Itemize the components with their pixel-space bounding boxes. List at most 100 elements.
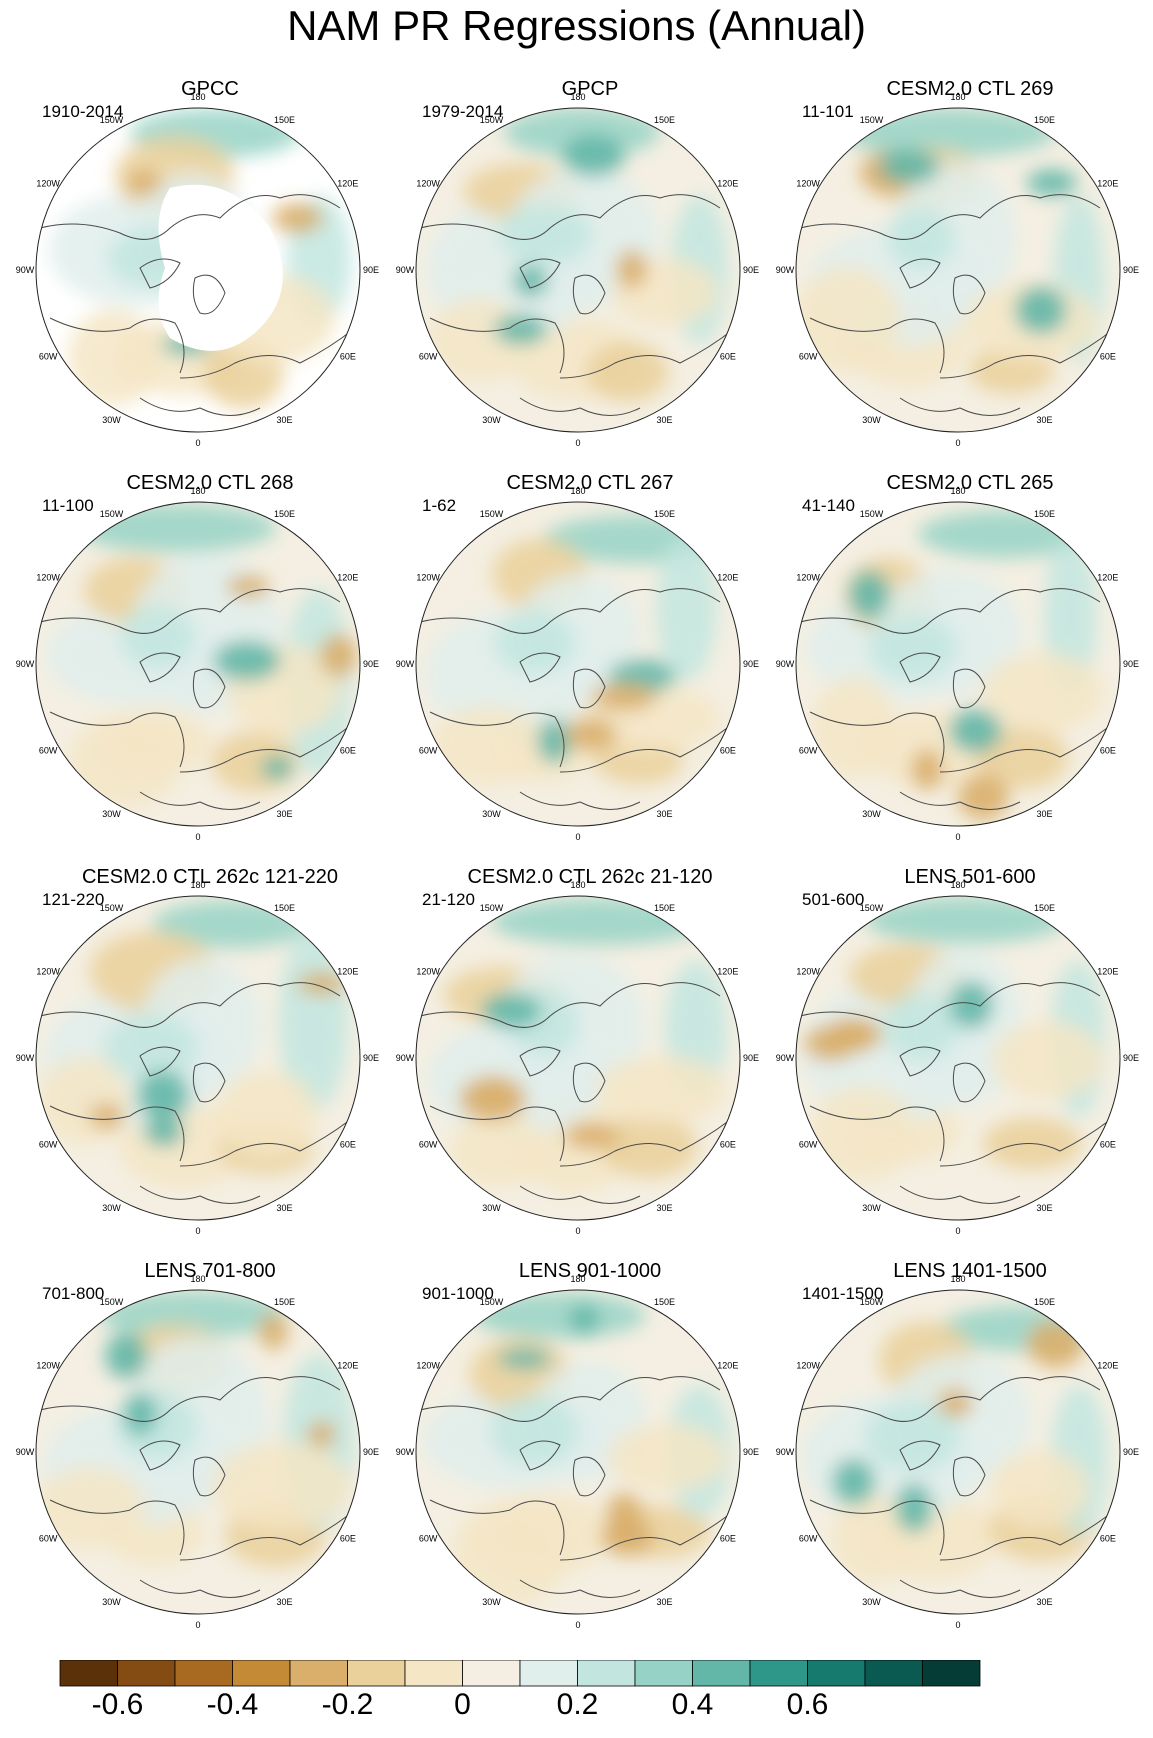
longitude-label: 60W <box>799 1534 818 1544</box>
longitude-label: 0 <box>575 1226 580 1236</box>
longitude-label: 120W <box>796 573 820 583</box>
longitude-label: 30E <box>656 809 672 819</box>
longitude-label: 180 <box>950 1274 965 1284</box>
longitude-label: 0 <box>955 438 960 448</box>
panel-title: CESM2.0 CTL 267 <box>506 472 674 494</box>
longitude-label: 150W <box>480 115 504 125</box>
longitude-label: 60E <box>340 746 356 756</box>
longitude-label: 30W <box>482 809 501 819</box>
longitude-label: 90E <box>363 265 379 275</box>
panel-title: CESM2.0 CTL 268 <box>126 472 294 494</box>
map-panel: CESM2.0 CTL 262c 121-220 121-220 180 150E 12… <box>16 866 400 1261</box>
longitude-label: 180 <box>570 486 585 496</box>
longitude-label: 0 <box>195 1226 200 1236</box>
longitude-label: 30E <box>276 809 292 819</box>
longitude-label: 90E <box>363 659 379 669</box>
longitude-label: 30W <box>862 1597 881 1607</box>
longitude-label: 150W <box>100 1297 124 1307</box>
longitude-label: 30E <box>656 1597 672 1607</box>
panel-title: GPCP <box>561 78 619 100</box>
panel-period: 901-1000 <box>422 1284 494 1303</box>
longitude-label: 30E <box>1036 415 1052 425</box>
longitude-label: 150W <box>860 115 884 125</box>
longitude-label: 90W <box>776 1447 795 1457</box>
map-panel: GPCP 1979-2014 180 150E 120E 90E 60E 30E 0 30W 60W… <box>396 78 780 473</box>
longitude-label: 90E <box>743 1053 759 1063</box>
longitude-label: 90W <box>396 659 415 669</box>
colorbar-tick-label: -0.4 <box>206 1688 259 1721</box>
longitude-label: 90W <box>396 1447 415 1457</box>
polar-map: 180 150E 120E 90E 60E 30E 0 30W 60W 90W 120W 150W <box>396 880 759 1236</box>
longitude-label: 150E <box>654 1297 675 1307</box>
longitude-label: 30W <box>862 809 881 819</box>
colorbar-tick-label: -0.2 <box>321 1688 374 1721</box>
colorbar-swatch <box>749 1660 808 1687</box>
colorbar-swatch <box>634 1660 693 1687</box>
polar-map: 180 150E 120E 90E 60E 30E 0 30W 60W 90W 120W 150W <box>396 92 759 448</box>
longitude-label: 60W <box>419 1140 438 1150</box>
longitude-label: 60W <box>39 352 58 362</box>
longitude-label: 30W <box>862 415 881 425</box>
longitude-label: 120W <box>36 967 60 977</box>
panel-title: CESM2.0 CTL 269 <box>886 78 1054 100</box>
longitude-label: 0 <box>575 438 580 448</box>
colorbar-tick-label: 0.6 <box>786 1688 829 1721</box>
map-panel: LENS 701-800 701-800 180 150E 120E 90E 60E 30E 0… <box>16 1260 400 1655</box>
longitude-label: 180 <box>570 92 585 102</box>
colorbar-tick-label: 0.2 <box>556 1688 599 1721</box>
longitude-label: 150E <box>1034 509 1055 519</box>
longitude-label: 120E <box>717 573 738 583</box>
colorbar-swatch <box>289 1660 348 1687</box>
longitude-label: 60W <box>419 352 438 362</box>
longitude-label: 90E <box>363 1447 379 1457</box>
longitude-label: 0 <box>955 1620 960 1630</box>
colorbar-swatch <box>519 1660 578 1687</box>
longitude-label: 150W <box>860 1297 884 1307</box>
colorbar-swatch <box>232 1660 291 1687</box>
longitude-label: 60E <box>1100 746 1116 756</box>
longitude-label: 30W <box>102 415 121 425</box>
longitude-label: 30E <box>1036 1203 1052 1213</box>
longitude-label: 90W <box>396 265 415 275</box>
longitude-label: 180 <box>950 92 965 102</box>
colorbar-swatch <box>174 1660 233 1687</box>
panel-period: 11-101 <box>802 102 854 121</box>
longitude-label: 120E <box>717 1361 738 1371</box>
panel-period: 21-120 <box>422 890 475 909</box>
longitude-label: 120W <box>416 179 440 189</box>
map-panel: CESM2.0 CTL 265 41-140 180 150E 120E 90E 60E 30… <box>776 472 1153 867</box>
polar-map: 180 150E 120E 90E 60E 30E 0 30W 60W 90W 120W 150W <box>16 1274 379 1630</box>
longitude-label: 120W <box>36 1361 60 1371</box>
longitude-label: 150W <box>860 509 884 519</box>
longitude-label: 120W <box>416 967 440 977</box>
longitude-label: 180 <box>570 880 585 890</box>
longitude-label: 120W <box>796 967 820 977</box>
map-panel: CESM2.0 CTL 268 11-100 180 150E 120E 90E 60E 30… <box>16 472 400 867</box>
colorbar-swatch <box>462 1660 521 1687</box>
longitude-label: 150E <box>1034 903 1055 913</box>
panel-title: LENS 1401-1500 <box>893 1260 1047 1282</box>
colorbar-swatch <box>117 1660 176 1687</box>
longitude-label: 90W <box>396 1053 415 1063</box>
longitude-label: 90E <box>1123 659 1139 669</box>
polar-map: 180 150E 120E 90E 60E 30E 0 30W 60W 90W 120W 150W <box>16 880 379 1236</box>
longitude-label: 0 <box>955 1226 960 1236</box>
longitude-label: 90E <box>1123 1447 1139 1457</box>
longitude-label: 60W <box>799 746 818 756</box>
longitude-label: 60W <box>39 746 58 756</box>
longitude-label: 60W <box>39 1140 58 1150</box>
panel-period: 121-220 <box>42 890 105 909</box>
longitude-label: 150W <box>100 509 124 519</box>
longitude-label: 120E <box>1097 967 1118 977</box>
colorbar-swatch <box>807 1660 866 1687</box>
longitude-label: 150E <box>654 903 675 913</box>
longitude-label: 120E <box>1097 179 1118 189</box>
map-panel: LENS 1401-1500 1401-1500 180 150E 120E 90E 60E… <box>776 1260 1153 1655</box>
longitude-label: 150W <box>480 903 504 913</box>
panel-title: LENS 501-600 <box>904 866 1036 888</box>
longitude-label: 30E <box>276 1203 292 1213</box>
longitude-label: 60W <box>419 1534 438 1544</box>
longitude-label: 180 <box>190 486 205 496</box>
longitude-label: 30W <box>102 1203 121 1213</box>
panel-period: 11-100 <box>42 496 94 515</box>
